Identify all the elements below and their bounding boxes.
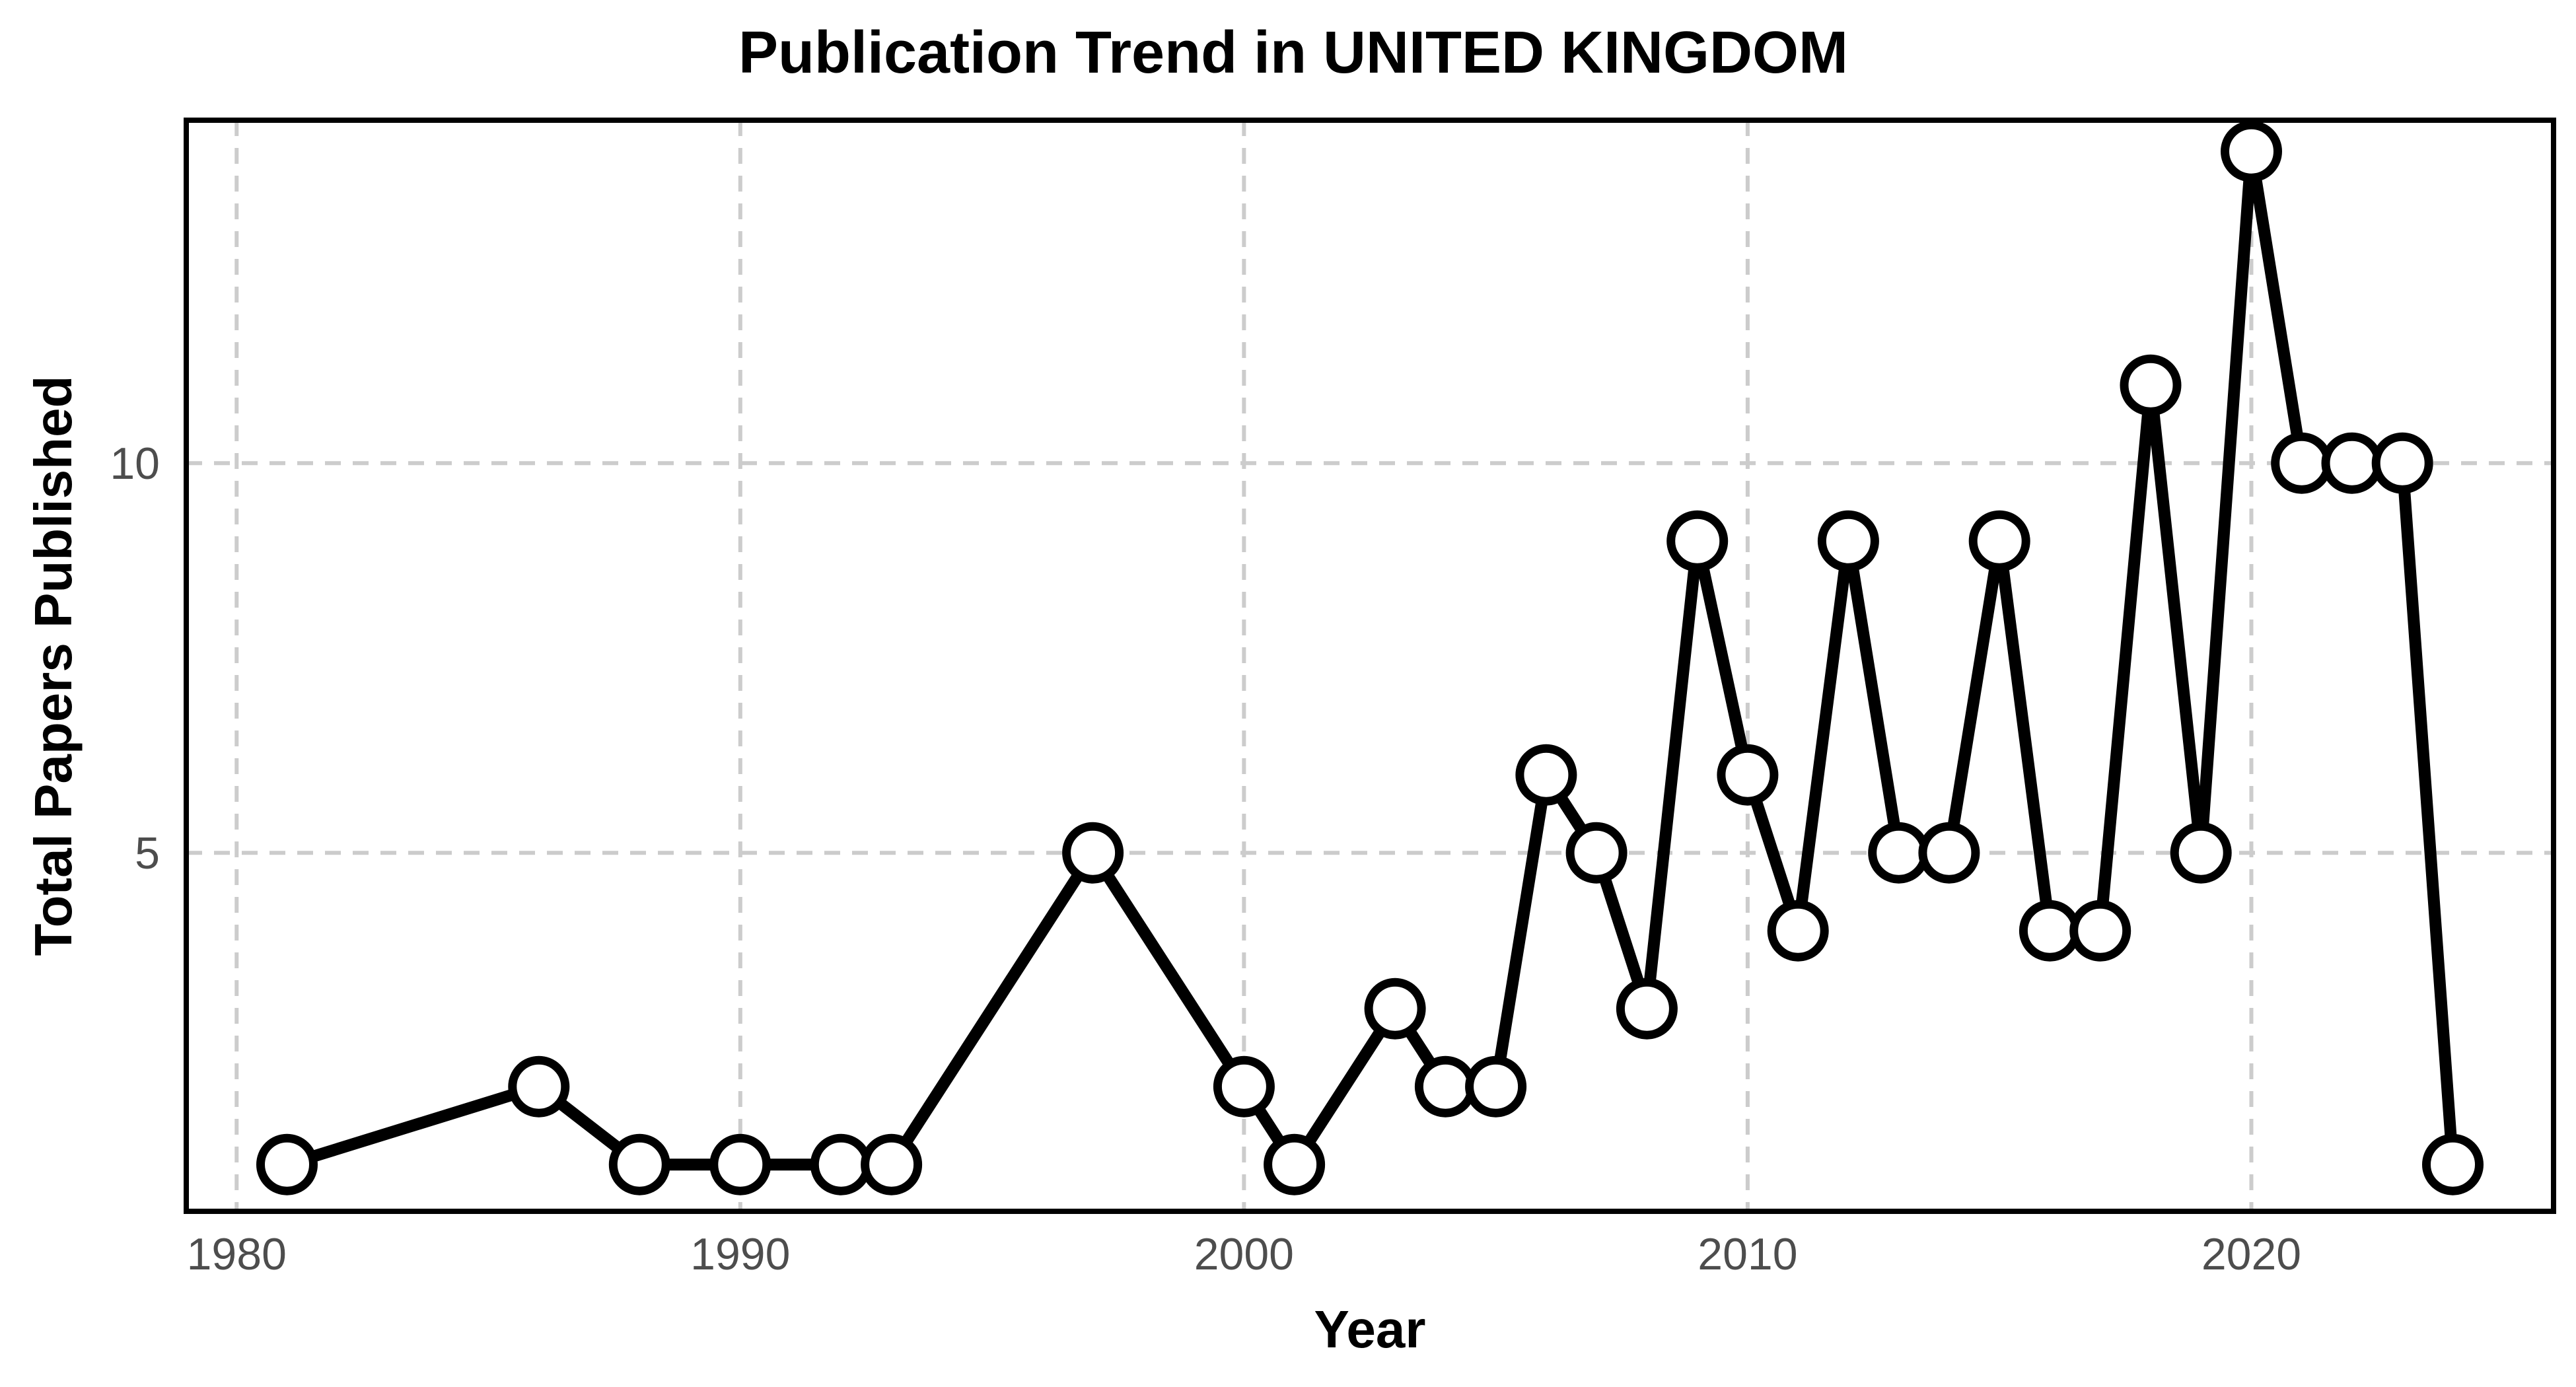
data-point-2017 — [2069, 900, 2131, 962]
y-tick-label-10: 10 — [110, 439, 160, 489]
plot-frame — [184, 118, 2556, 1214]
data-point-2018 — [2120, 354, 2182, 416]
data-point-1988 — [608, 1133, 670, 1195]
y-axis-title: Total Papers Published — [24, 376, 83, 956]
data-point-2020 — [2221, 120, 2282, 182]
data-point-2008 — [1616, 978, 1678, 1040]
data-point-2000 — [1213, 1055, 1275, 1118]
x-axis-ticks: 1980 1990 2000 2010 2020 — [187, 1229, 2301, 1279]
data-point-2015 — [1968, 510, 2030, 572]
x-tick-label-2010: 2010 — [1698, 1229, 1797, 1279]
data-point-1986 — [508, 1055, 570, 1118]
data-point-2023 — [2371, 432, 2433, 494]
data-point-2009 — [1666, 510, 1729, 572]
data-point-2016 — [2019, 900, 2081, 962]
data-point-2024 — [2422, 1133, 2484, 1195]
data-point-1992 — [810, 1133, 872, 1195]
x-axis-title: Year — [1314, 1300, 1425, 1359]
data-point-1981 — [256, 1133, 318, 1195]
data-point-1993 — [861, 1133, 923, 1195]
data-point-2007 — [1565, 822, 1628, 884]
data-point-2011 — [1767, 900, 1829, 962]
x-tick-label-1990: 1990 — [690, 1229, 790, 1279]
data-point-2012 — [1817, 510, 1879, 572]
data-point-2019 — [2170, 822, 2232, 884]
chart-title: Publication Trend in UNITED KINGDOM — [738, 20, 1848, 86]
y-tick-label-5: 5 — [135, 828, 160, 878]
data-point-1990 — [709, 1133, 771, 1195]
data-point-2014 — [1918, 822, 1980, 884]
y-axis-ticks: 5 10 — [110, 439, 160, 878]
data-point-2021 — [2271, 432, 2333, 494]
points-group — [256, 120, 2484, 1195]
data-point-2006 — [1515, 744, 1577, 806]
data-point-2022 — [2321, 432, 2383, 494]
data-point-2001 — [1264, 1133, 1326, 1195]
data-point-2013 — [1868, 822, 1930, 884]
data-point-2010 — [1717, 744, 1779, 806]
data-point-1997 — [1062, 822, 1124, 884]
data-point-2005 — [1465, 1055, 1527, 1118]
data-point-2004 — [1414, 1055, 1476, 1118]
x-tick-label-2020: 2020 — [2201, 1229, 2301, 1279]
x-tick-label-1980: 1980 — [187, 1229, 287, 1279]
x-tick-label-2000: 2000 — [1194, 1229, 1294, 1279]
data-point-2003 — [1364, 978, 1426, 1040]
